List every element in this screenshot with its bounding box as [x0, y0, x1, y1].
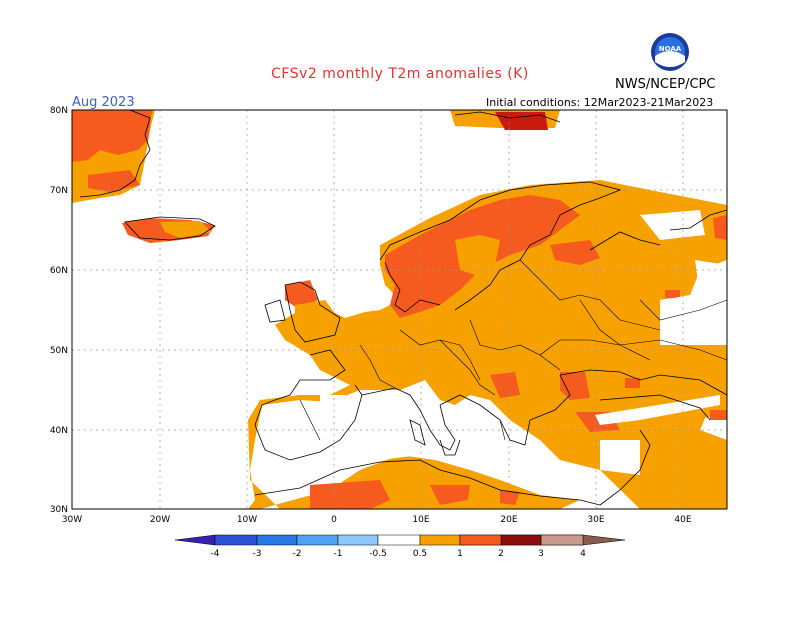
- colorbar-label-neg1: -1: [334, 549, 343, 559]
- colorbar-label-neg3: -3: [253, 549, 262, 559]
- lat-label-30n: 30N: [50, 505, 68, 515]
- colorbar-label-3: 3: [538, 549, 544, 559]
- colorbar-swatch-0p5: [419, 534, 461, 546]
- colorbar-label-neg2: -2: [293, 549, 302, 559]
- colorbar-label-2: 2: [498, 549, 504, 559]
- colorbar-swatch-neg1: [337, 534, 379, 546]
- forecast-month: Aug 2023: [72, 95, 135, 110]
- lon-label-10w: 10W: [237, 515, 257, 525]
- lat-label-80n: 80N: [50, 106, 68, 116]
- colorbar-swatch-below-neg4: [174, 534, 216, 546]
- colorbar-label-0p5: 0.5: [413, 549, 427, 559]
- colorbar-label-neg0p5: -0.5: [369, 549, 387, 559]
- initial-conditions: Initial conditions: 12Mar2023-21Mar2023: [486, 96, 714, 109]
- colorbar-label-1: 1: [457, 549, 463, 559]
- lat-label-50n: 50N: [50, 346, 68, 356]
- noaa-logo: NOAA: [651, 33, 689, 71]
- colorbar-swatch-above-4: [582, 534, 626, 546]
- map-frame: [71, 109, 728, 510]
- lat-label-70n: 70N: [50, 186, 68, 196]
- lat-label-40n: 40N: [50, 426, 68, 436]
- lon-label-20e: 20E: [500, 515, 517, 525]
- country-borders: [299, 259, 728, 441]
- colorbar-label-4: 4: [580, 549, 586, 559]
- lat-lon-grid: [72, 110, 727, 509]
- agency-label: NWS/NCEP/CPC: [615, 77, 716, 92]
- longitude-labels: 30W 20W 10W 0 10E 20E 30E 40E: [62, 515, 692, 525]
- coastlines: [79, 109, 728, 506]
- colorbar: -4 -3 -2 -1 -0.5 0.5 1 2 3 4: [174, 534, 626, 559]
- map-title: CFSv2 monthly T2m anomalies (K): [271, 66, 529, 82]
- latitude-labels: 80N 70N 60N 50N 40N 30N: [50, 106, 68, 515]
- lat-label-60n: 60N: [50, 266, 68, 276]
- colorbar-label-neg4: -4: [211, 549, 220, 559]
- lon-label-30w: 30W: [62, 515, 82, 525]
- colorbar-swatch-neutral: [377, 534, 421, 546]
- lon-label-40e: 40E: [674, 515, 691, 525]
- lon-label-20w: 20W: [150, 515, 170, 525]
- colorbar-swatch-neg4: [214, 534, 258, 546]
- colorbar-swatch-neg3: [256, 534, 298, 546]
- lon-label-30e: 30E: [587, 515, 604, 525]
- lon-label-10e: 10E: [412, 515, 429, 525]
- colorbar-swatch-neg2: [296, 534, 339, 546]
- lon-label-0: 0: [331, 515, 337, 525]
- greenland-strong: [72, 110, 152, 162]
- svg-text:NOAA: NOAA: [659, 45, 682, 53]
